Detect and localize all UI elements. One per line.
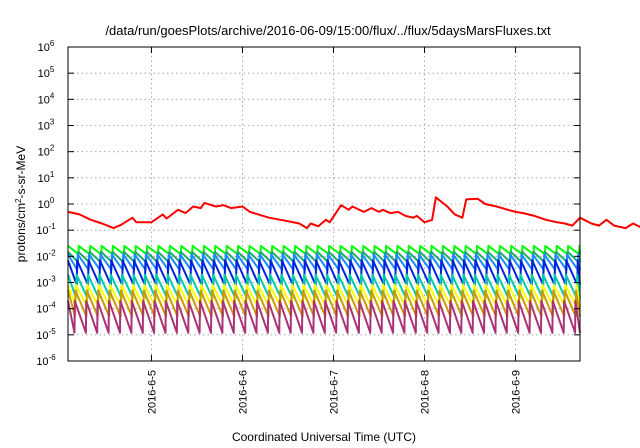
x-axis-label: Coordinated Universal Time (UTC) (232, 430, 416, 444)
y-tick-exp: -1 (49, 222, 57, 231)
y-tick-exp: 0 (50, 196, 55, 205)
y-tick-label: 10-5 (36, 327, 56, 342)
y-tick-exp: -3 (49, 275, 57, 284)
y-tick-label: 102 (38, 144, 55, 159)
y-tick-label: 10-1 (36, 222, 56, 237)
y-tick-exp: 6 (50, 39, 55, 48)
y-tick-exp: 2 (50, 144, 55, 153)
y-tick-exp: 4 (50, 91, 55, 100)
y-tick-label: 106 (38, 39, 55, 54)
y-tick-base: 10 (36, 330, 48, 342)
y-tick-base: 10 (36, 356, 48, 368)
y-axis-label-base: protons/cm (14, 203, 28, 262)
y-tick-base: 10 (38, 199, 50, 211)
y-tick-base: 10 (38, 173, 50, 185)
y-tick-exp: -5 (49, 327, 57, 336)
y-tick-base: 10 (38, 121, 50, 133)
series-group (67, 196, 640, 334)
x-tick-label: 2016-6-9 (511, 370, 523, 414)
series-line (67, 299, 581, 334)
y-tick-label: 10-3 (36, 275, 56, 290)
y-tick-exp: -2 (49, 248, 57, 257)
y-tick-exp: 1 (50, 170, 55, 179)
y-tick-label: 10-2 (36, 248, 56, 263)
y-tick-label: 100 (38, 196, 55, 211)
x-tick-label: 2016-6-6 (237, 370, 249, 414)
y-tick-exp: -6 (49, 353, 57, 362)
y-tick-base: 10 (38, 94, 50, 106)
x-axis: 2016-6-5 2016-6-6 2016-6-7 2016-6-8 2016-6-9 (146, 47, 523, 414)
y-tick-exp: 3 (50, 118, 55, 127)
y-tick-base: 10 (38, 147, 50, 159)
series-line (67, 196, 640, 230)
y-tick-label: 103 (38, 118, 55, 133)
y-tick-base: 10 (36, 225, 48, 237)
y-tick-base: 10 (36, 304, 48, 316)
y-axis-label: protons/cm2-s-sr-MeV (14, 146, 29, 262)
y-tick-label: 10-4 (36, 301, 56, 316)
y-tick-exp: -4 (49, 301, 57, 310)
y-axis-label-rest: -s-sr-MeV (14, 146, 28, 199)
y-axis: 10-610-510-410-310-210-11001011021031041… (36, 39, 580, 368)
chart-title: /data/run/goesPlots/archive/2016-06-09/1… (105, 23, 551, 38)
y-axis-label-sup: 2 (14, 198, 23, 203)
y-tick-label: 104 (38, 91, 55, 106)
x-tick-label: 2016-6-8 (420, 370, 432, 414)
y-tick-base: 10 (36, 251, 48, 263)
y-tick-base: 10 (38, 68, 50, 80)
x-tick-label: 2016-6-5 (146, 370, 158, 414)
x-tick-label: 2016-6-7 (328, 370, 340, 414)
y-tick-base: 10 (36, 278, 48, 290)
y-tick-label: 105 (38, 65, 55, 80)
y-tick-base: 10 (38, 42, 50, 54)
series-line (67, 244, 581, 256)
y-tick-exp: 5 (50, 65, 55, 74)
y-tick-label: 101 (38, 170, 55, 185)
y-tick-label: 10-6 (36, 353, 56, 368)
